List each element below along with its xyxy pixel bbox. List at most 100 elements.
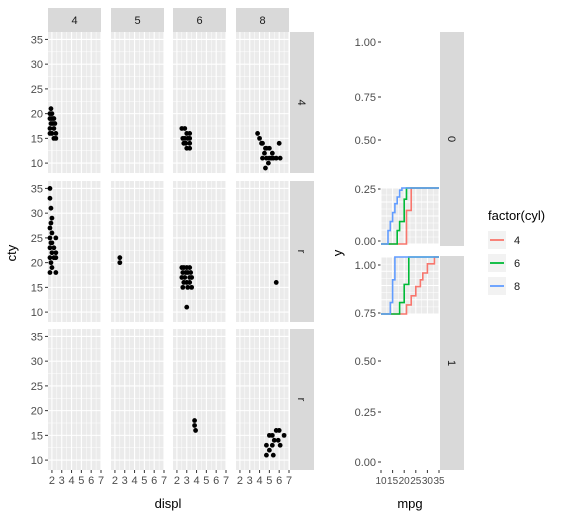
data-point bbox=[270, 452, 276, 458]
legend: factor(cyl) 4 6 8 bbox=[488, 208, 545, 295]
data-point bbox=[180, 284, 186, 290]
data-point bbox=[192, 423, 197, 428]
ecdf-step-chart: 0 1 1.00 0.75 0.50 0.25 0.00 1.00 0.75 0.50 0.25 0.… bbox=[330, 32, 464, 511]
y-tick-label: 30 bbox=[31, 59, 43, 71]
x-tick-label: 5 bbox=[141, 475, 147, 487]
x-tick-label: 7 bbox=[98, 475, 104, 487]
data-point bbox=[53, 135, 59, 141]
data-point bbox=[53, 235, 59, 241]
facet-panel bbox=[236, 329, 290, 470]
facet-panel bbox=[380, 187, 440, 245]
facet-panel bbox=[111, 329, 165, 470]
data-point bbox=[187, 280, 193, 285]
facet-panel bbox=[173, 329, 227, 470]
x-tick-label: 4 bbox=[68, 475, 74, 487]
facet-panel bbox=[48, 32, 102, 173]
data-point bbox=[255, 131, 260, 136]
x-tick-label: 6 bbox=[213, 475, 219, 487]
x-tick-label: 20 bbox=[399, 476, 411, 487]
data-point bbox=[277, 442, 283, 448]
y-tick-label: 0.50 bbox=[355, 356, 376, 368]
panel-background bbox=[173, 329, 226, 470]
data-point bbox=[117, 260, 123, 266]
facet-panel bbox=[48, 329, 102, 470]
x-axis-title: displ bbox=[155, 496, 182, 511]
y-tick-label: 15 bbox=[31, 430, 43, 442]
x-tick-label: 2 bbox=[112, 475, 118, 487]
x-tick-label: 25 bbox=[410, 476, 422, 487]
y-tick-label: 15 bbox=[31, 133, 43, 145]
y-tick-label: 0.25 bbox=[355, 184, 376, 196]
facet-strip-row-label: 4 bbox=[295, 99, 307, 105]
data-point bbox=[117, 255, 123, 261]
facet-panel bbox=[173, 181, 227, 322]
data-point bbox=[47, 245, 53, 251]
y-tick-label: 20 bbox=[31, 109, 43, 121]
data-point bbox=[49, 240, 55, 246]
data-point bbox=[260, 155, 265, 161]
facet-strip-row bbox=[440, 32, 464, 246]
facet-strip-col bbox=[48, 8, 101, 32]
x-tick-label: 5 bbox=[266, 475, 272, 487]
legend-label: 8 bbox=[514, 281, 520, 293]
data-point bbox=[182, 126, 188, 131]
data-point bbox=[47, 255, 53, 261]
data-point bbox=[49, 230, 55, 236]
panel-background bbox=[236, 181, 289, 322]
data-point bbox=[181, 140, 187, 146]
data-point bbox=[47, 225, 53, 231]
data-point bbox=[276, 428, 282, 433]
y-tick-label: 25 bbox=[31, 233, 43, 245]
x-tick-label: 2 bbox=[174, 475, 180, 487]
y-axis-title: y bbox=[330, 249, 345, 256]
data-point bbox=[266, 145, 272, 151]
data-point bbox=[53, 270, 59, 275]
panel-background bbox=[111, 32, 164, 173]
data-point bbox=[185, 284, 191, 290]
x-tick-label: 10 bbox=[375, 476, 387, 487]
data-point bbox=[47, 270, 53, 275]
x-tick-label: 7 bbox=[223, 475, 229, 487]
data-point bbox=[193, 428, 198, 433]
ecdf-line-6 bbox=[381, 256, 439, 315]
data-point bbox=[266, 447, 272, 453]
y-axis-title: cty bbox=[4, 244, 19, 261]
x-tick-label: 3 bbox=[247, 475, 253, 487]
data-point bbox=[47, 131, 53, 136]
data-point bbox=[276, 140, 282, 146]
data-point bbox=[49, 250, 55, 256]
facet-strip-col-label: 5 bbox=[134, 15, 140, 27]
y-tick-label: 10 bbox=[31, 455, 43, 467]
x-tick-label: 4 bbox=[193, 475, 199, 487]
x-tick-label: 30 bbox=[422, 476, 434, 487]
data-point bbox=[273, 155, 279, 161]
data-point bbox=[189, 284, 195, 290]
data-point bbox=[188, 270, 194, 275]
y-tick-label: 20 bbox=[31, 258, 43, 270]
data-point bbox=[47, 235, 53, 241]
panel-background bbox=[173, 181, 226, 322]
x-axis-title: mpg bbox=[397, 496, 422, 511]
panel-background bbox=[48, 329, 101, 470]
ecdf-line-6 bbox=[381, 187, 439, 245]
x-tick-label: 3 bbox=[184, 475, 190, 487]
y-tick-label: 0.00 bbox=[355, 457, 376, 469]
facet-strip-row-label: r bbox=[295, 398, 307, 402]
data-point bbox=[187, 145, 193, 151]
y-tick-label: 1.00 bbox=[355, 260, 376, 272]
ecdf-line-8 bbox=[381, 187, 439, 245]
panel-background bbox=[173, 32, 226, 173]
x-tick-label: 6 bbox=[151, 475, 157, 487]
legend-label: 6 bbox=[514, 258, 520, 270]
x-tick-label: 2 bbox=[49, 475, 55, 487]
x-tick-label: 2 bbox=[237, 475, 243, 487]
ecdf-line-4 bbox=[381, 256, 439, 315]
x-tick-label: 4 bbox=[131, 475, 137, 487]
facet-strip-col bbox=[173, 8, 226, 32]
y-tick-label: 20 bbox=[31, 406, 43, 418]
facet-strip-row-label: 0 bbox=[445, 136, 457, 142]
data-point bbox=[263, 165, 268, 171]
data-point bbox=[48, 205, 54, 211]
data-point bbox=[257, 135, 262, 141]
data-point bbox=[51, 245, 57, 251]
